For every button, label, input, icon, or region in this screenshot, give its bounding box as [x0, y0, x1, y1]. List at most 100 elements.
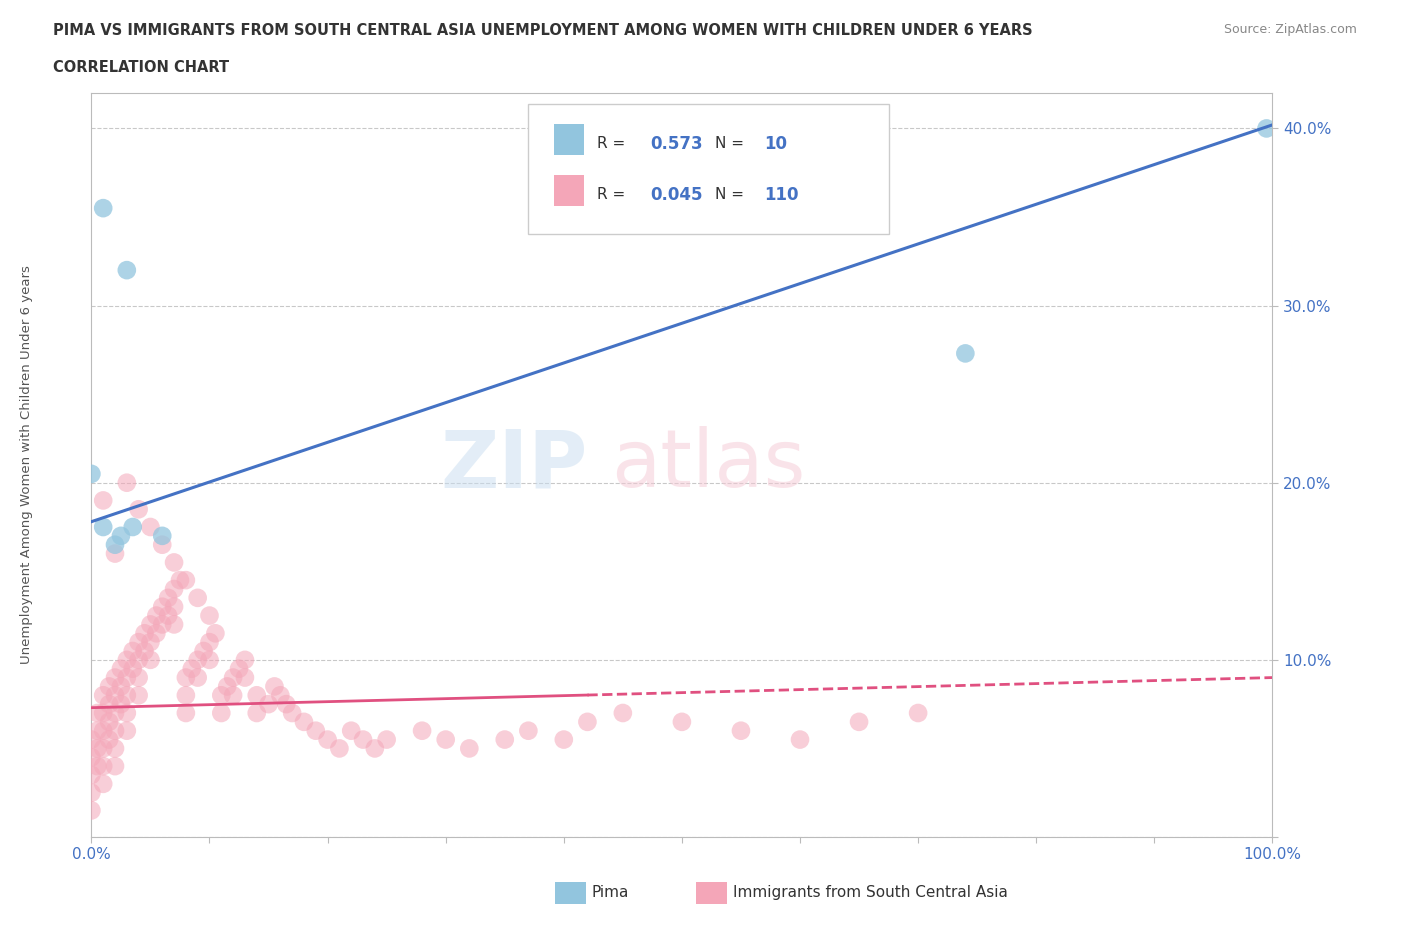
Point — [434, 732, 457, 747]
Point — [128, 634, 150, 649]
Point — [80, 803, 103, 817]
Text: atlas: atlas — [612, 426, 806, 504]
Point — [91, 777, 114, 791]
Text: Pima: Pima — [592, 885, 630, 900]
Point — [128, 653, 150, 668]
Point — [128, 688, 150, 703]
Point — [139, 653, 162, 668]
Text: N =: N = — [716, 137, 744, 152]
Text: R =: R = — [598, 137, 626, 152]
Point — [257, 697, 280, 711]
Point — [104, 546, 127, 561]
Text: N =: N = — [716, 187, 744, 202]
Point — [98, 697, 121, 711]
Point — [163, 617, 186, 631]
Point — [150, 599, 173, 614]
Point — [98, 714, 121, 729]
Point — [80, 767, 103, 782]
Point — [316, 732, 339, 747]
Point — [115, 724, 138, 738]
Point — [1256, 121, 1278, 136]
Point — [128, 671, 150, 685]
Point — [233, 671, 256, 685]
Point — [91, 741, 114, 756]
Point — [91, 201, 114, 216]
Point — [174, 671, 197, 685]
Point — [139, 617, 162, 631]
Point — [110, 661, 132, 676]
Point — [352, 732, 374, 747]
Point — [553, 732, 575, 747]
Point — [121, 661, 143, 676]
Point — [91, 724, 114, 738]
Point — [730, 724, 752, 738]
Point — [174, 573, 197, 588]
Point — [246, 688, 269, 703]
Text: Source: ZipAtlas.com: Source: ZipAtlas.com — [1223, 23, 1357, 36]
Point — [145, 626, 167, 641]
Point — [222, 688, 245, 703]
FancyBboxPatch shape — [529, 104, 889, 234]
Point — [180, 661, 202, 676]
Point — [150, 528, 173, 543]
Point — [281, 706, 304, 721]
Point — [458, 741, 481, 756]
Point — [217, 679, 239, 694]
Point — [91, 688, 114, 703]
Point — [128, 502, 150, 517]
Point — [104, 724, 127, 738]
Point — [150, 617, 173, 631]
Point — [328, 741, 350, 756]
Text: R =: R = — [598, 187, 626, 202]
Point — [411, 724, 433, 738]
Point — [104, 688, 127, 703]
Point — [110, 697, 132, 711]
Point — [228, 661, 250, 676]
Point — [80, 750, 103, 764]
Point — [209, 706, 232, 721]
Point — [233, 653, 256, 668]
Text: 10: 10 — [765, 135, 787, 153]
Point — [169, 573, 191, 588]
Point — [163, 555, 186, 570]
Point — [163, 581, 186, 596]
Point — [269, 688, 291, 703]
Point — [86, 706, 108, 721]
Point — [86, 724, 108, 738]
Point — [848, 714, 870, 729]
Point — [145, 608, 167, 623]
Point — [110, 528, 132, 543]
Point — [91, 706, 114, 721]
Point — [134, 626, 156, 641]
Point — [517, 724, 540, 738]
Point — [187, 653, 209, 668]
Bar — [554, 175, 583, 206]
Point — [91, 520, 114, 535]
Point — [104, 671, 127, 685]
Point — [121, 644, 143, 658]
Point — [364, 741, 387, 756]
Point — [115, 653, 138, 668]
Point — [104, 706, 127, 721]
Text: CORRELATION CHART: CORRELATION CHART — [53, 60, 229, 75]
Point — [98, 679, 121, 694]
Point — [80, 785, 103, 800]
Point — [115, 475, 138, 490]
Point — [305, 724, 328, 738]
Point — [907, 706, 929, 721]
Text: Immigrants from South Central Asia: Immigrants from South Central Asia — [733, 885, 1008, 900]
Point — [134, 644, 156, 658]
Point — [209, 688, 232, 703]
Point — [121, 520, 143, 535]
Point — [292, 714, 315, 729]
Point — [104, 538, 127, 552]
Text: ZIP: ZIP — [440, 426, 588, 504]
Point — [91, 493, 114, 508]
Point — [157, 608, 180, 623]
Point — [139, 634, 162, 649]
Point — [98, 732, 121, 747]
Text: 0.573: 0.573 — [650, 135, 703, 153]
Point — [86, 741, 108, 756]
Text: PIMA VS IMMIGRANTS FROM SOUTH CENTRAL ASIA UNEMPLOYMENT AMONG WOMEN WITH CHILDRE: PIMA VS IMMIGRANTS FROM SOUTH CENTRAL AS… — [53, 23, 1033, 38]
Point — [80, 732, 103, 747]
